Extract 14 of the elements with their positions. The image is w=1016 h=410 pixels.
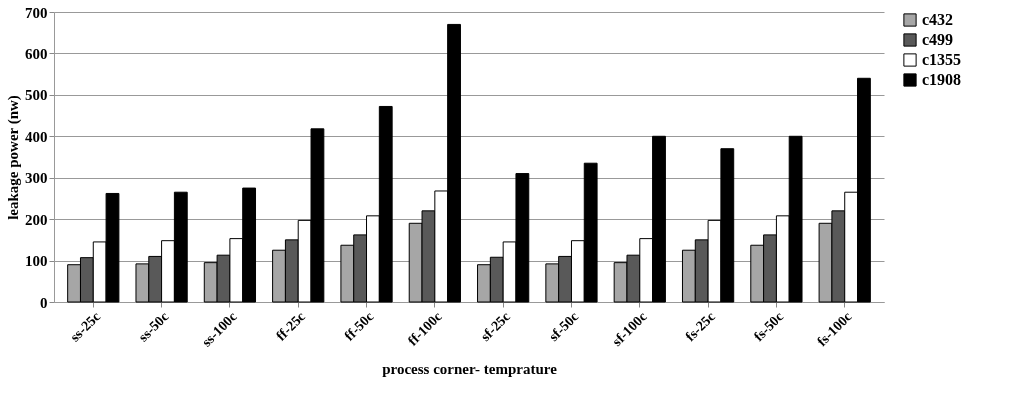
y-tick-label: 300 <box>25 170 48 187</box>
legend-label: c1908 <box>922 71 962 88</box>
y-tick-label: 700 <box>25 4 48 21</box>
legend-label: c499 <box>922 31 954 48</box>
legend-label: c1355 <box>922 51 962 68</box>
legend-label: c432 <box>922 11 954 28</box>
x-axis-title: process corner- temprature <box>382 360 558 377</box>
y-tick-label: 0 <box>40 294 48 311</box>
y-axis-title: leakage power (nw) <box>5 95 22 220</box>
y-tick-label: 600 <box>25 45 48 62</box>
y-tick-label: 500 <box>25 87 48 104</box>
y-tick-label: 400 <box>25 128 48 145</box>
y-tick-label: 200 <box>25 211 48 228</box>
y-tick-label: 100 <box>25 253 48 270</box>
